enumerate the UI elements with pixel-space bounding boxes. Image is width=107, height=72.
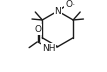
Text: O: O [34, 25, 41, 34]
Text: O: O [65, 0, 72, 9]
Text: N: N [54, 7, 61, 16]
Text: NH: NH [42, 44, 56, 53]
